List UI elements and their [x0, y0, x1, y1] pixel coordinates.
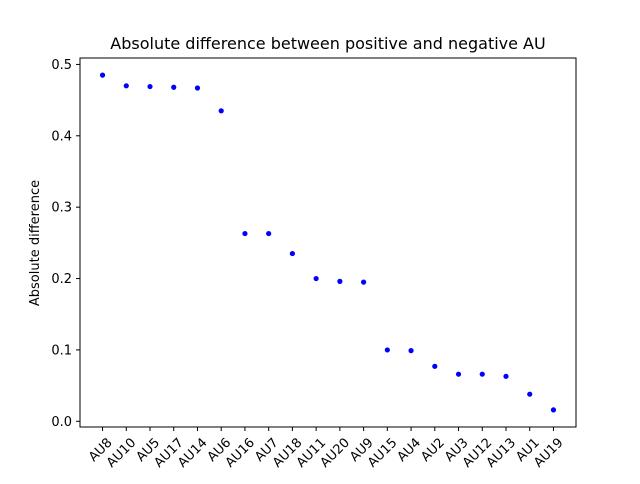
y-tick-label: 0.0: [51, 415, 72, 430]
data-point: [479, 371, 485, 377]
data-point: [408, 348, 414, 354]
data-point: [384, 347, 390, 353]
data-point: [289, 250, 296, 257]
data-point: [527, 391, 533, 397]
y-axis-label: Absolute difference: [28, 180, 43, 306]
data-point: [218, 108, 224, 114]
y-tick-label: 0.5: [51, 58, 72, 73]
plot-area-frame: [79, 57, 577, 428]
data-point: [503, 373, 509, 379]
y-tick-label: 0.4: [51, 129, 72, 144]
y-tick-label: 0.1: [51, 343, 72, 358]
chart-title: Absolute difference between positive and…: [110, 34, 545, 53]
data-point: [313, 275, 319, 282]
y-axis-ticks: 0.0 0.1 0.2 0.3 0.4 0.5: [51, 58, 80, 430]
data-point: [432, 363, 438, 369]
data-point: [147, 83, 153, 90]
data-point: [123, 83, 129, 89]
data-point: [266, 230, 272, 237]
data-point: [242, 230, 248, 237]
data-points: [99, 72, 557, 413]
data-point: [455, 371, 462, 377]
data-point: [171, 84, 177, 90]
data-point: [337, 278, 343, 284]
data-point: [550, 407, 557, 413]
y-tick-label: 0.3: [51, 201, 72, 216]
data-point: [99, 72, 106, 78]
y-tick-label: 0.2: [51, 272, 72, 287]
data-point: [360, 279, 367, 285]
data-point: [194, 85, 201, 91]
